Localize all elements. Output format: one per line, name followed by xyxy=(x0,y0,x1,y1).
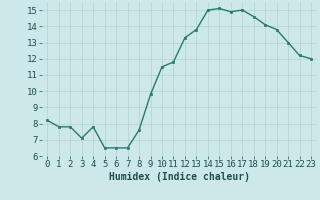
X-axis label: Humidex (Indice chaleur): Humidex (Indice chaleur) xyxy=(109,172,250,182)
